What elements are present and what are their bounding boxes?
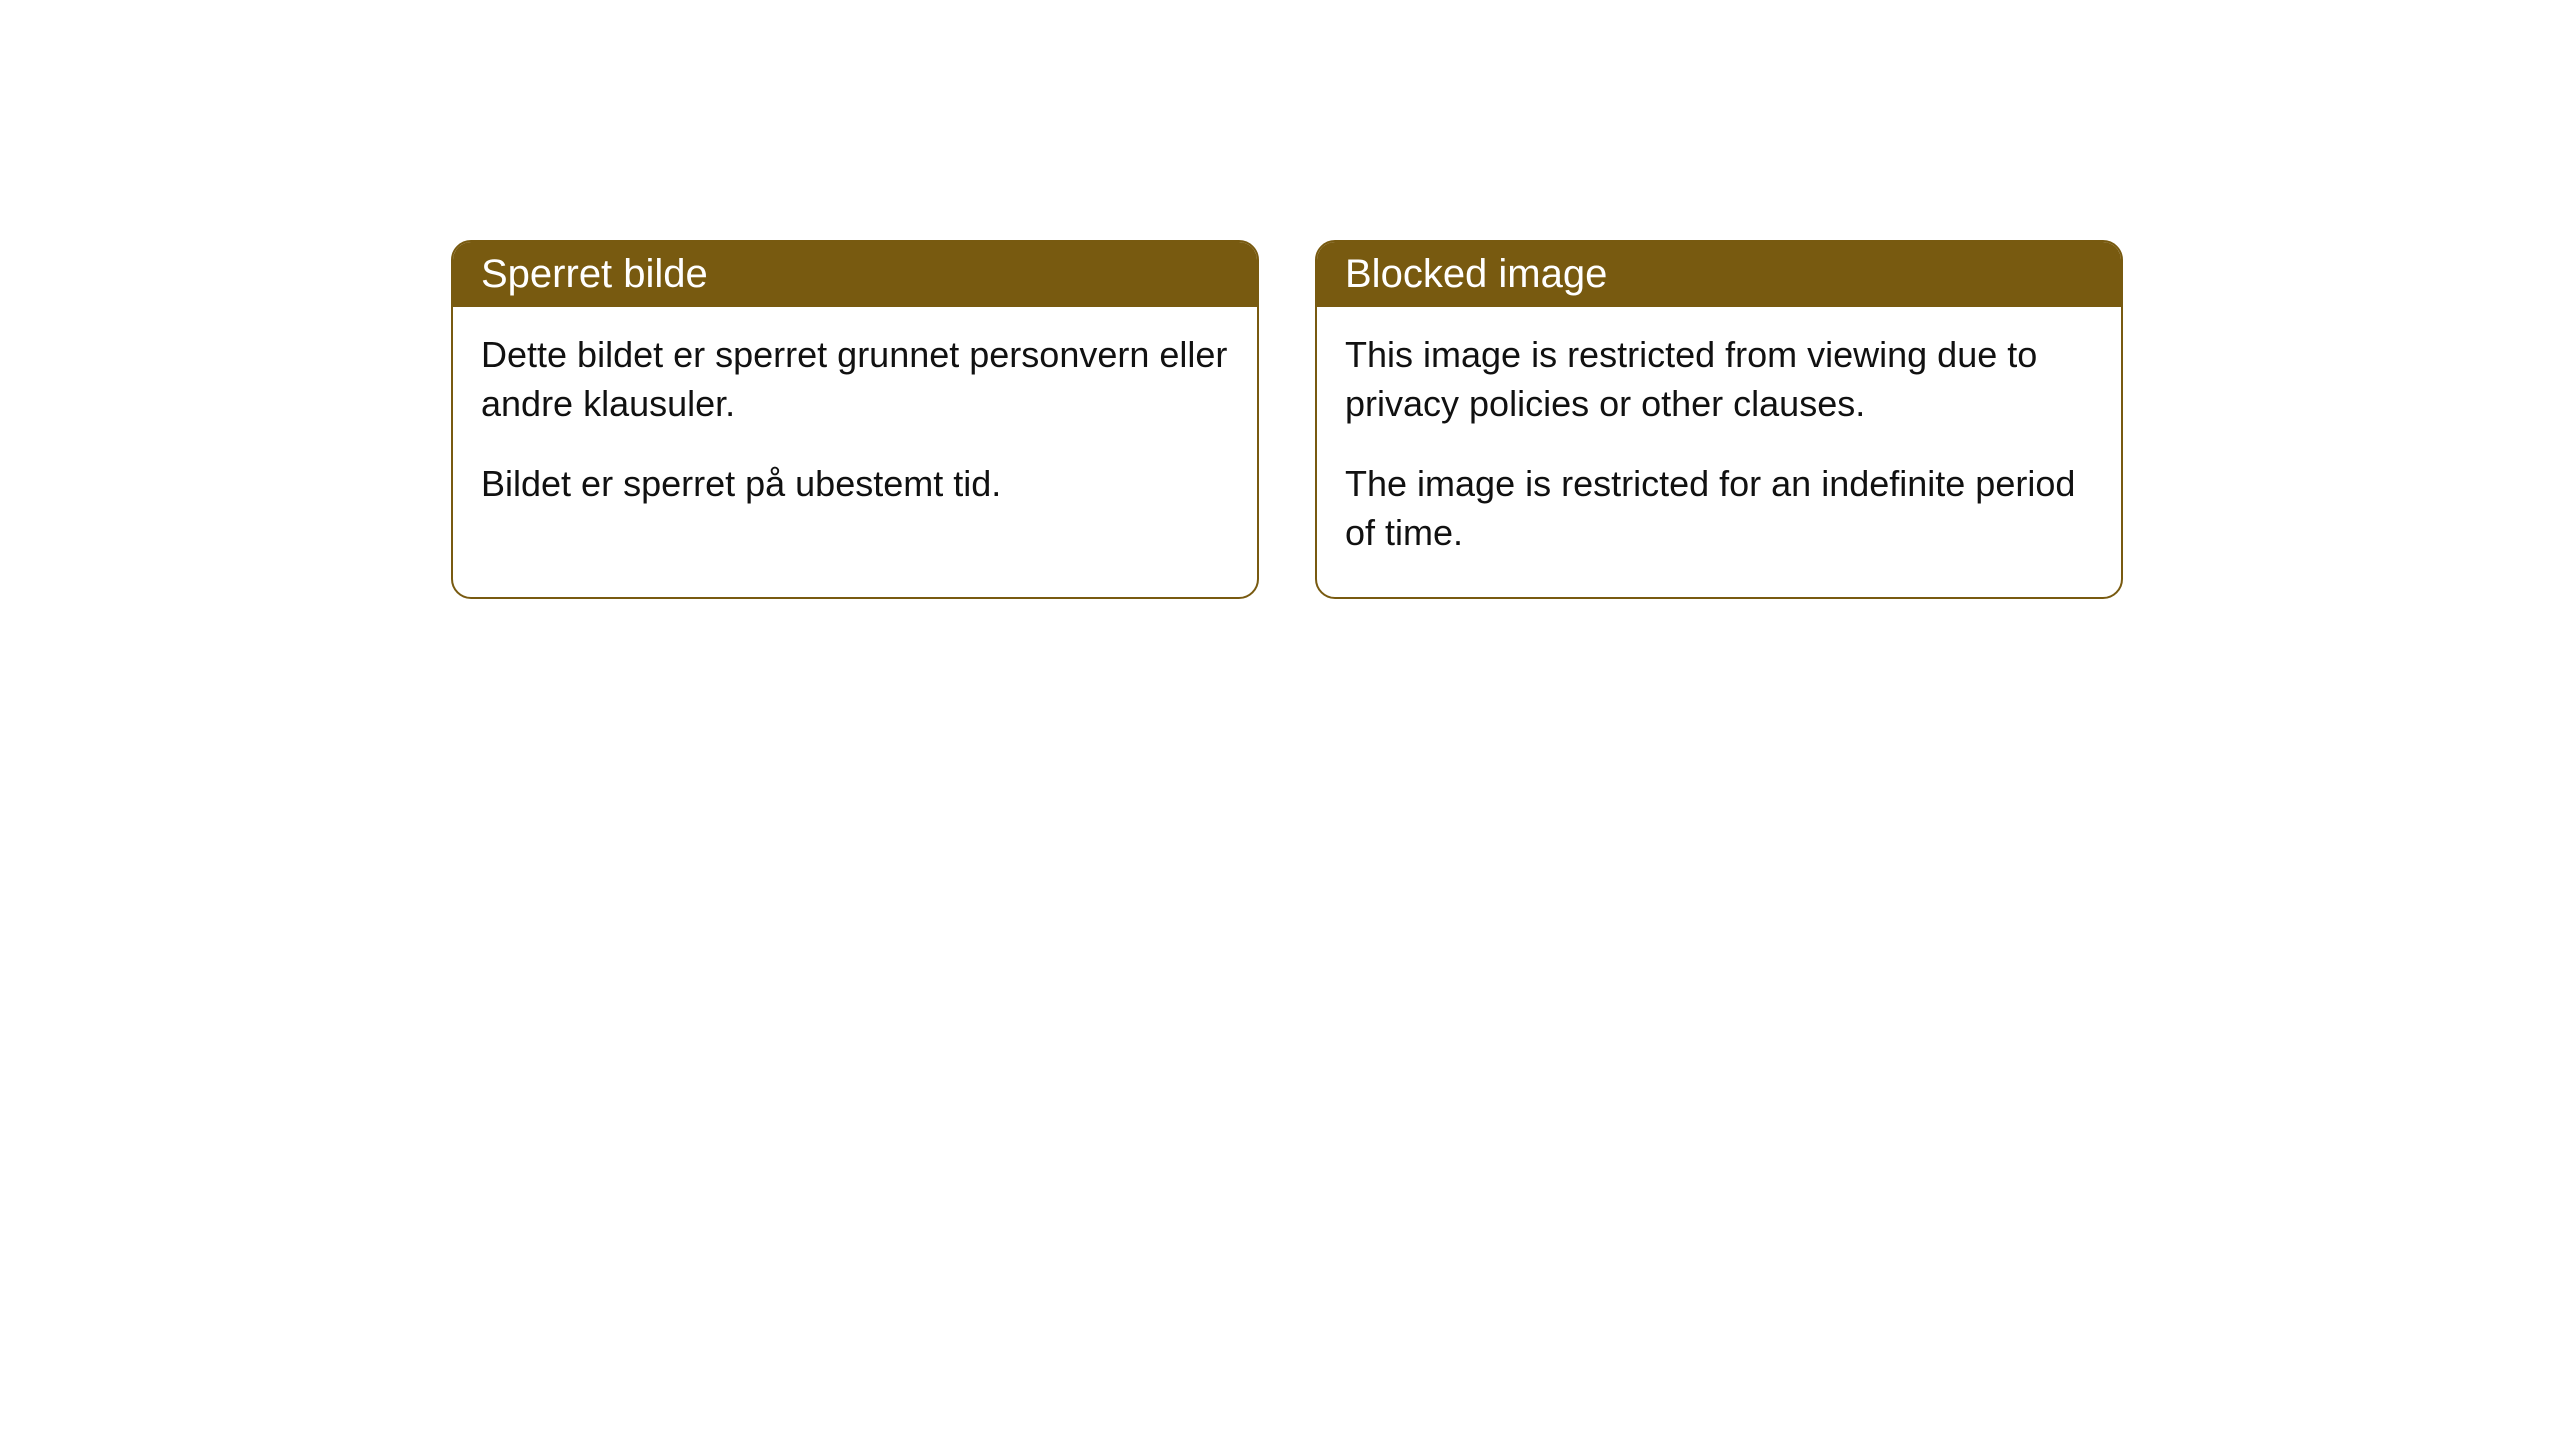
- card-paragraph: This image is restricted from viewing du…: [1345, 331, 2093, 428]
- card-header: Sperret bilde: [453, 242, 1257, 307]
- notice-card-norwegian: Sperret bilde Dette bildet er sperret gr…: [451, 240, 1259, 599]
- notice-card-english: Blocked image This image is restricted f…: [1315, 240, 2123, 599]
- card-header: Blocked image: [1317, 242, 2121, 307]
- card-paragraph: Bildet er sperret på ubestemt tid.: [481, 460, 1229, 509]
- notice-container: Sperret bilde Dette bildet er sperret gr…: [0, 0, 2560, 599]
- card-paragraph: Dette bildet er sperret grunnet personve…: [481, 331, 1229, 428]
- card-body: Dette bildet er sperret grunnet personve…: [453, 307, 1257, 549]
- card-paragraph: The image is restricted for an indefinit…: [1345, 460, 2093, 557]
- card-body: This image is restricted from viewing du…: [1317, 307, 2121, 597]
